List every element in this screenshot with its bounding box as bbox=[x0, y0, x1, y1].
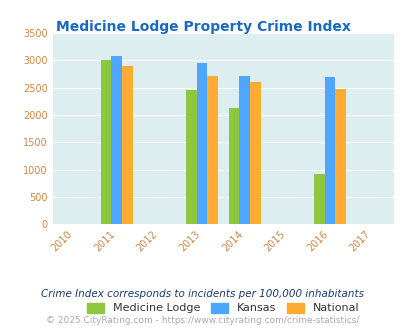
Bar bbox=[239, 76, 249, 224]
Bar bbox=[196, 62, 207, 224]
Bar bbox=[249, 82, 260, 224]
Bar bbox=[122, 66, 132, 224]
Bar bbox=[313, 174, 324, 224]
Bar bbox=[111, 56, 122, 224]
Bar bbox=[207, 76, 217, 224]
Bar bbox=[100, 60, 111, 224]
Bar bbox=[335, 89, 345, 224]
Text: Medicine Lodge Property Crime Index: Medicine Lodge Property Crime Index bbox=[55, 20, 350, 34]
Legend: Medicine Lodge, Kansas, National: Medicine Lodge, Kansas, National bbox=[87, 303, 358, 314]
Text: Crime Index corresponds to incidents per 100,000 inhabitants: Crime Index corresponds to incidents per… bbox=[41, 289, 364, 299]
Bar bbox=[324, 77, 335, 224]
Bar bbox=[228, 108, 239, 224]
Bar bbox=[185, 90, 196, 224]
Text: © 2025 CityRating.com - https://www.cityrating.com/crime-statistics/: © 2025 CityRating.com - https://www.city… bbox=[46, 315, 359, 325]
